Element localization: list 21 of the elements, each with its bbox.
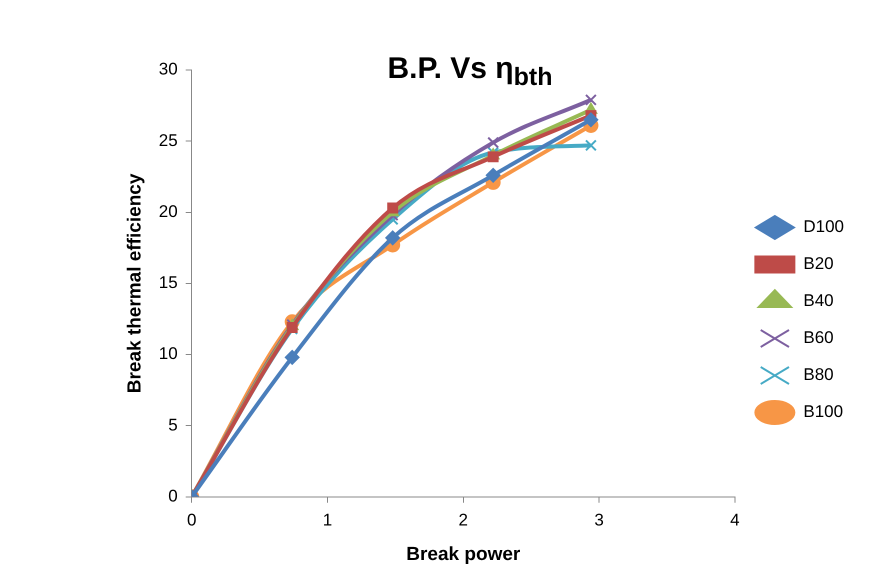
- x-axis-title: Break power: [406, 544, 521, 565]
- legend-label: B40: [803, 291, 834, 310]
- y-axis-title: Break thermal efficiency: [124, 173, 146, 394]
- x-tick-label: 3: [594, 510, 604, 530]
- legend-label: B20: [803, 254, 834, 274]
- x-tick-label: 0: [186, 510, 196, 530]
- x-tick-label: 2: [458, 510, 468, 530]
- y-tick-label: 10: [158, 344, 178, 364]
- y-tick-label: 30: [158, 60, 178, 79]
- y-tick-label: 20: [158, 202, 178, 221]
- y-tick-label: 15: [158, 273, 178, 292]
- y-tick-label: 25: [158, 130, 178, 150]
- x-tick-label: 4: [730, 510, 740, 530]
- chart-title: B.P. Vs η$_{bth}$: [386, 52, 554, 92]
- y-tick-label: 0: [168, 486, 178, 506]
- legend-label: B100: [803, 402, 844, 422]
- x-tick-label: 1: [322, 510, 332, 530]
- legend-label: B60: [803, 328, 834, 348]
- y-tick-label: 5: [168, 415, 178, 434]
- legend-label: D100: [803, 217, 844, 236]
- legend-label: B80: [803, 365, 834, 384]
